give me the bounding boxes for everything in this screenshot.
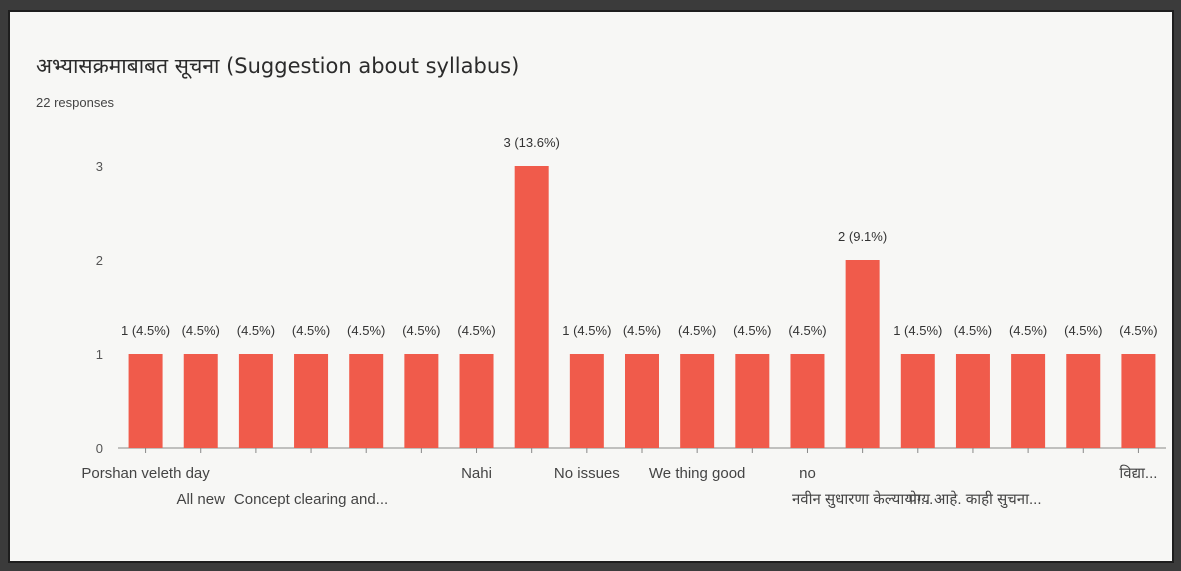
data-label: (4.5%) xyxy=(347,323,385,338)
bar xyxy=(128,354,163,448)
bar xyxy=(238,354,273,448)
bar xyxy=(569,354,604,448)
category-label: All new xyxy=(177,491,226,508)
bar xyxy=(349,354,384,448)
category-label: Concept clearing and... xyxy=(234,491,388,508)
bar xyxy=(625,354,659,448)
data-label: (4.5%) xyxy=(1009,323,1047,338)
bar xyxy=(735,354,770,448)
data-label: (4.5%) xyxy=(788,323,826,338)
bar xyxy=(845,260,880,448)
bar xyxy=(404,354,439,448)
category-label: योग्य आहे. काही सुचना... xyxy=(904,490,1041,509)
bar xyxy=(790,354,825,448)
y-tick-label: 1 xyxy=(96,347,103,362)
category-label: We thing good xyxy=(649,465,745,482)
bar xyxy=(1066,354,1101,448)
category-label: Nahi xyxy=(461,465,492,482)
bar xyxy=(900,354,935,448)
bar xyxy=(955,354,990,448)
bar xyxy=(183,354,218,448)
bar xyxy=(294,354,329,448)
data-label: 1 (4.5%) xyxy=(893,323,942,338)
data-label: (4.5%) xyxy=(678,323,716,338)
data-label: (4.5%) xyxy=(1119,323,1157,338)
data-label: (4.5%) xyxy=(182,323,220,338)
bar xyxy=(459,354,494,448)
data-label: 2 (9.1%) xyxy=(838,229,887,244)
data-label: (4.5%) xyxy=(457,323,495,338)
data-label: 1 (4.5%) xyxy=(562,323,611,338)
category-label: no xyxy=(799,465,816,482)
data-label: 1 (4.5%) xyxy=(121,323,170,338)
category-label: नवीन सुधारणा केल्या पा... xyxy=(792,490,933,509)
chart-card xyxy=(8,10,1174,563)
bar xyxy=(1121,354,1156,448)
data-label: (4.5%) xyxy=(733,323,771,338)
bar xyxy=(680,354,715,448)
data-label: (4.5%) xyxy=(402,323,440,338)
response-count: 22 responses xyxy=(36,95,115,110)
bar xyxy=(514,166,549,448)
category-label: Porshan veleth day xyxy=(81,465,210,482)
data-label: 3 (13.6%) xyxy=(503,135,559,150)
category-label: No issues xyxy=(554,465,620,482)
data-label: (4.5%) xyxy=(623,323,661,338)
y-tick-label: 3 xyxy=(96,159,103,174)
data-label: (4.5%) xyxy=(954,323,992,338)
data-label: (4.5%) xyxy=(292,323,330,338)
y-tick-label: 0 xyxy=(96,441,103,456)
data-label: (4.5%) xyxy=(1064,323,1102,338)
bar xyxy=(1011,354,1046,448)
category-label: विद्या... xyxy=(1119,464,1157,482)
data-label: (4.5%) xyxy=(237,323,275,338)
y-tick-label: 2 xyxy=(96,253,103,268)
chart-title: अभ्यासक्रमाबाबत सूचना (Suggestion about … xyxy=(36,54,520,78)
